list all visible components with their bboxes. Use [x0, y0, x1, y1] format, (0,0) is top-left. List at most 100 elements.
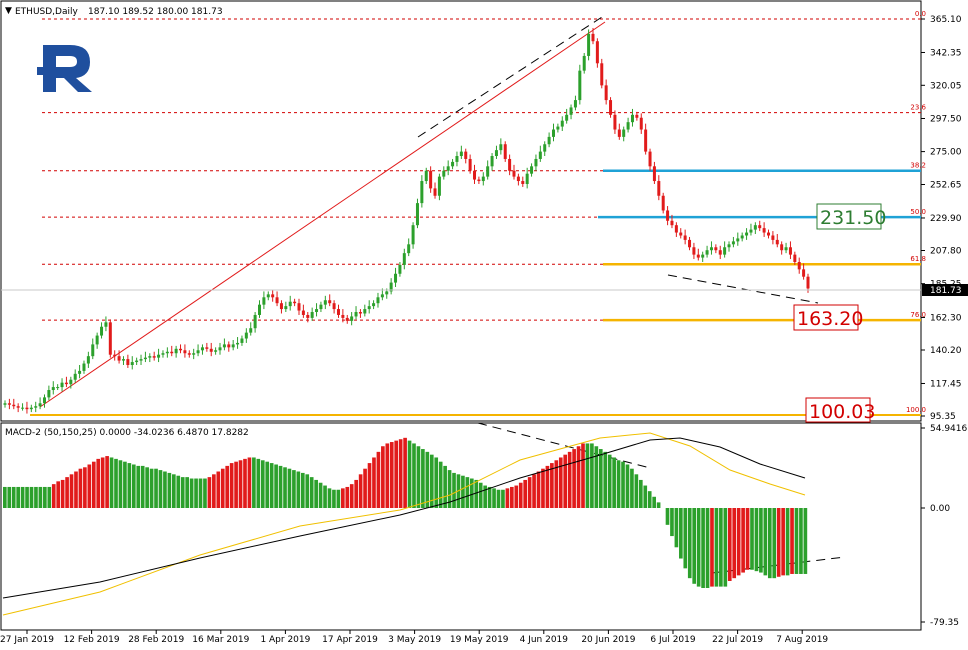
macd-tick-label: 54.9416 — [930, 424, 967, 434]
candle-body — [25, 407, 29, 410]
macd-histogram-bar — [34, 486, 38, 508]
candle-body — [477, 179, 481, 182]
candle-body — [613, 114, 617, 130]
macd-histogram-bar — [127, 463, 132, 508]
candle-body — [560, 120, 564, 127]
macd-histogram-bar — [687, 508, 692, 579]
macd-histogram-bar — [220, 468, 225, 508]
macd-histogram-bar — [238, 460, 243, 508]
candle-body — [301, 310, 305, 315]
candle-body — [503, 144, 507, 159]
candle-body — [73, 373, 77, 380]
macd-histogram-bar — [736, 508, 741, 576]
macd-histogram-bar — [140, 465, 145, 508]
date-tick-label: 1 Apr 2019 — [260, 635, 310, 645]
candle-body — [21, 407, 25, 409]
candle-body — [56, 387, 60, 389]
macd-histogram-bar — [265, 461, 270, 508]
macd-histogram-bar — [145, 467, 149, 508]
candle-body — [271, 294, 275, 298]
macd-histogram-bar — [541, 468, 545, 508]
candle-body — [12, 404, 16, 407]
candle-body — [587, 33, 591, 56]
candle-body — [762, 228, 766, 233]
macd-histogram-bar — [634, 474, 639, 508]
candle-body — [437, 176, 441, 196]
candle-body — [240, 338, 244, 343]
candle-body — [244, 332, 248, 339]
macd-main-line — [2, 437, 806, 599]
candle-body — [345, 317, 349, 321]
trendlines-layer — [39, 16, 846, 574]
date-tick-label: 17 Apr 2019 — [322, 635, 378, 645]
candle-body — [411, 225, 415, 245]
candle-body — [745, 232, 749, 236]
candle-body — [152, 356, 156, 358]
candle-body — [161, 353, 165, 355]
candle-body — [578, 70, 582, 101]
candle-body — [3, 403, 7, 405]
candle-body — [288, 301, 292, 307]
candle-body — [679, 232, 683, 236]
macd-histogram-bar — [154, 468, 158, 508]
macd-histogram-bar — [625, 464, 630, 508]
date-tick-label: 28 Feb 2019 — [128, 635, 184, 645]
macd-histogram-bar — [603, 451, 608, 508]
candle-body — [126, 359, 130, 366]
candle-body — [332, 303, 336, 310]
macd-histogram-bar — [425, 451, 430, 508]
macd-histogram-bar — [149, 468, 154, 508]
candle-body — [91, 344, 95, 357]
macd-histogram-bar — [283, 467, 287, 508]
fib-level-label: 23.6 — [910, 104, 926, 112]
candle-body — [494, 150, 498, 157]
macd-histogram-bar — [367, 463, 372, 508]
main-trendline — [39, 21, 606, 408]
candle-body — [604, 85, 608, 101]
candle-body — [424, 170, 428, 182]
candle-body — [60, 382, 64, 388]
candle-body — [780, 244, 784, 251]
macd-histogram-bar — [496, 489, 501, 508]
candle-body — [218, 347, 222, 351]
symbol-dropdown-arrow[interactable]: ▼ — [5, 6, 12, 16]
candle-body — [200, 347, 204, 351]
candle-body — [464, 151, 468, 159]
macd-histogram-bar — [434, 457, 439, 508]
macd-histogram-bar — [318, 482, 323, 508]
candle-body — [222, 344, 226, 348]
candle-body — [521, 181, 525, 184]
macd-tick-label: 0.00 — [930, 504, 950, 514]
candle-body — [157, 354, 161, 358]
brand-logo — [37, 45, 92, 92]
candle-body — [622, 129, 626, 137]
macd-histogram-bar — [185, 477, 189, 508]
macd-histogram-bar — [710, 508, 714, 587]
macd-layer — [2, 432, 808, 616]
macd-histogram-bar — [372, 457, 376, 508]
candle-body — [367, 306, 371, 310]
macd-histogram-bar — [407, 440, 412, 508]
candle-body — [47, 390, 51, 398]
macd-histogram-bar — [163, 471, 167, 508]
macd-histogram-bar — [652, 496, 656, 508]
macd-histogram-bar — [638, 479, 643, 508]
macd-histogram-bar — [469, 478, 474, 508]
candle-body — [516, 176, 520, 182]
price-tick-label: 252.65 — [930, 180, 962, 190]
macd-histogram-bar — [421, 449, 425, 508]
candle-body — [648, 151, 652, 167]
macd-histogram-bar — [203, 478, 207, 508]
candle-body — [328, 300, 332, 304]
macd-histogram-bar — [670, 508, 674, 537]
macd-histogram-bar — [309, 477, 314, 508]
candle-body — [394, 273, 398, 283]
macd-title: MACD-2 (50,150,25) 0.0000 -34.0236 6.487… — [5, 428, 249, 438]
macd-histogram-bar — [745, 508, 750, 570]
macd-histogram-bar — [616, 460, 621, 508]
macd-histogram-bar — [11, 486, 16, 508]
macd-histogram-bar — [176, 475, 181, 508]
macd-histogram-bar — [630, 468, 634, 508]
candle-body — [652, 166, 656, 182]
